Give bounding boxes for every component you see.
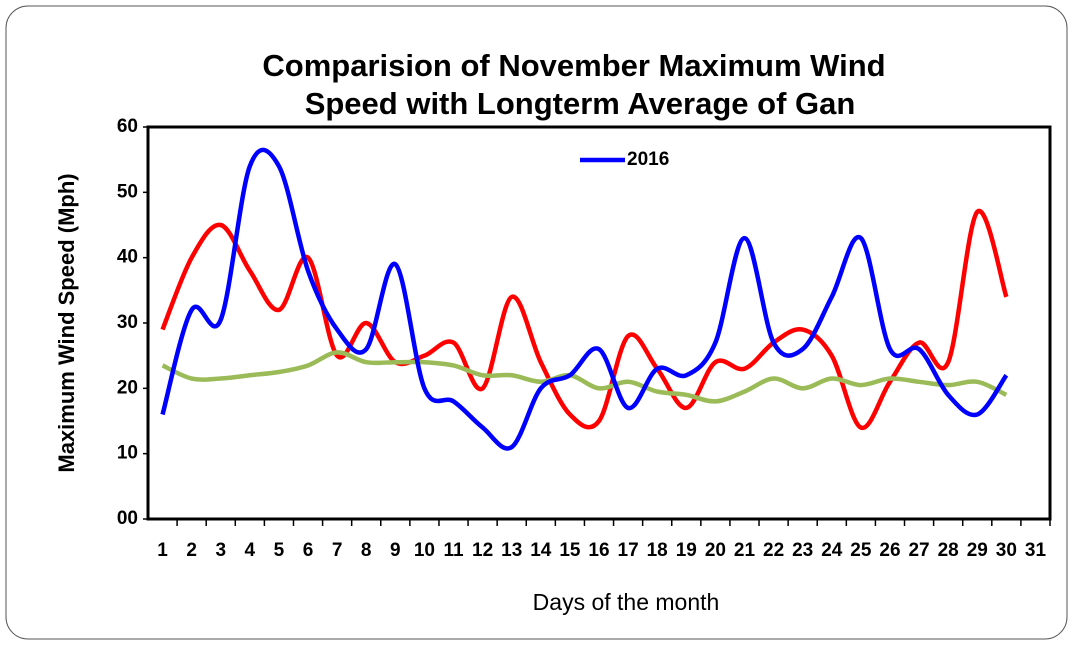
x-tick-label: 7: [332, 540, 343, 561]
y-tick-label: 30: [117, 312, 138, 333]
series-line: [161, 350, 1008, 404]
chart-title: Comparision of November Maximum Wind: [262, 48, 885, 83]
x-tick-label: 12: [472, 540, 493, 561]
x-tick-label: 22: [763, 540, 784, 561]
y-tick-label: 50: [117, 181, 138, 202]
x-tick-label: 15: [559, 540, 581, 561]
x-tick-label: 27: [908, 540, 929, 561]
y-tick-label: 00: [117, 508, 138, 529]
series-line: [160, 208, 1009, 430]
x-tick-label: 17: [618, 540, 639, 561]
chart-frame: [5, 5, 1068, 640]
x-tick-label: 29: [967, 540, 988, 561]
x-tick-label: 2: [186, 540, 197, 561]
series-line: [160, 147, 1009, 451]
x-tick-label: 5: [274, 540, 285, 561]
x-axis-label: Days of the month: [533, 589, 720, 615]
plot-area: [146, 125, 1052, 521]
y-tick-label: 20: [117, 377, 138, 398]
x-tick-label: 18: [647, 540, 668, 561]
x-tick-label: 3: [215, 540, 226, 561]
x-tick-label: 19: [676, 540, 697, 561]
chart-title: Speed with Longterm Average of Gan: [305, 86, 856, 121]
y-tick-label: 60: [117, 116, 138, 137]
y-axis-label: Maximum Wind Speed (Mph): [54, 173, 79, 472]
x-tick-label: 26: [879, 540, 900, 561]
x-tick-label: 4: [245, 540, 256, 561]
x-tick-label: 6: [303, 540, 314, 561]
x-tick-label: 13: [501, 540, 522, 561]
x-tick-label: 10: [414, 540, 435, 561]
x-tick-label: 16: [588, 540, 609, 561]
x-tick-label: 20: [705, 540, 726, 561]
x-tick-label: 23: [792, 540, 813, 561]
x-tick-label: 1: [157, 540, 168, 561]
legend-label: 2016: [627, 149, 669, 170]
y-tick-label: 40: [117, 247, 138, 268]
x-tick-label: 28: [938, 540, 959, 561]
x-tick-label: 9: [390, 540, 401, 561]
x-tick-label: 21: [734, 540, 756, 561]
x-tick-label: 25: [850, 540, 872, 561]
x-tick-label: 8: [361, 540, 372, 561]
x-tick-label: 14: [530, 540, 552, 561]
x-tick-label: 11: [443, 540, 464, 561]
y-tick-label: 10: [117, 443, 138, 464]
x-tick-label: 31: [1025, 540, 1047, 561]
x-tick-label: 24: [821, 540, 843, 561]
x-tick-label: 30: [996, 540, 1017, 561]
